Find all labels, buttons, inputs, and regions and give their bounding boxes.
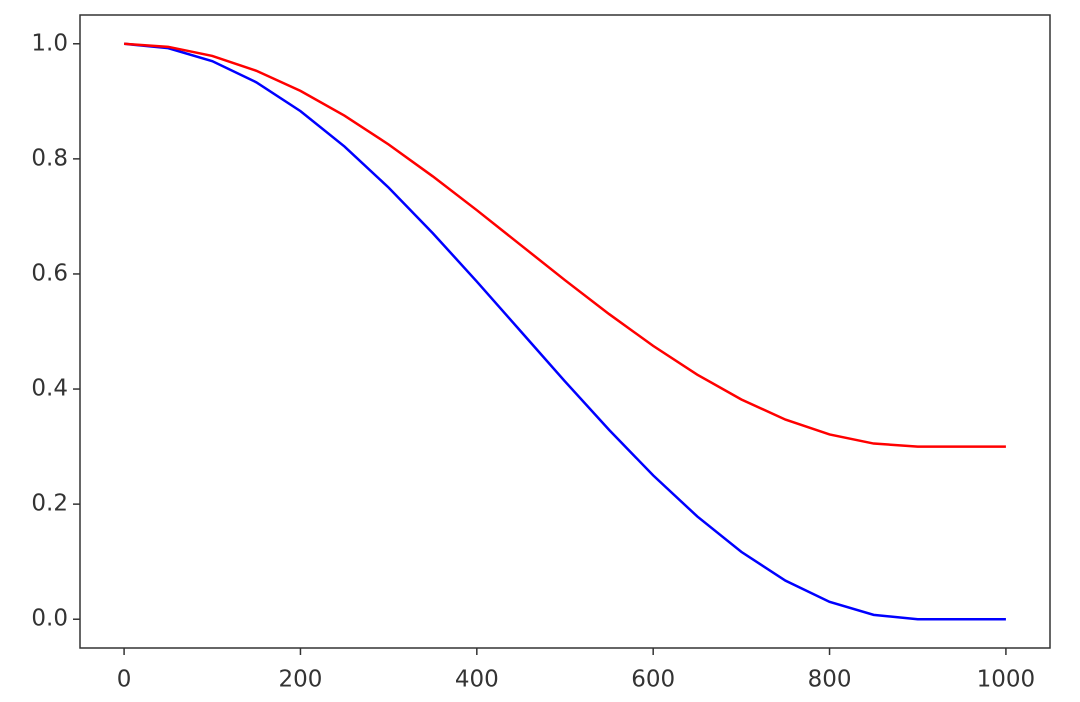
y-tick-label: 1.0 [31,30,68,56]
x-tick-label: 800 [808,667,852,693]
y-tick-label: 0.6 [31,260,68,286]
line [123,42,1006,621]
y-tick-label: 0.0 [31,606,68,632]
y-tick-label: 0.2 [31,491,68,517]
x-tick-label: 0 [117,667,132,693]
x-tick-label: 600 [631,667,675,693]
plot-frame [79,14,1051,649]
x-tick-label: 200 [279,667,323,693]
y-tick-label: 0.4 [31,376,68,402]
x-tick-label: 400 [455,667,499,693]
y-tick-label: 0.8 [31,145,68,171]
x-tick-label: 1000 [977,667,1036,693]
line [124,42,1006,448]
